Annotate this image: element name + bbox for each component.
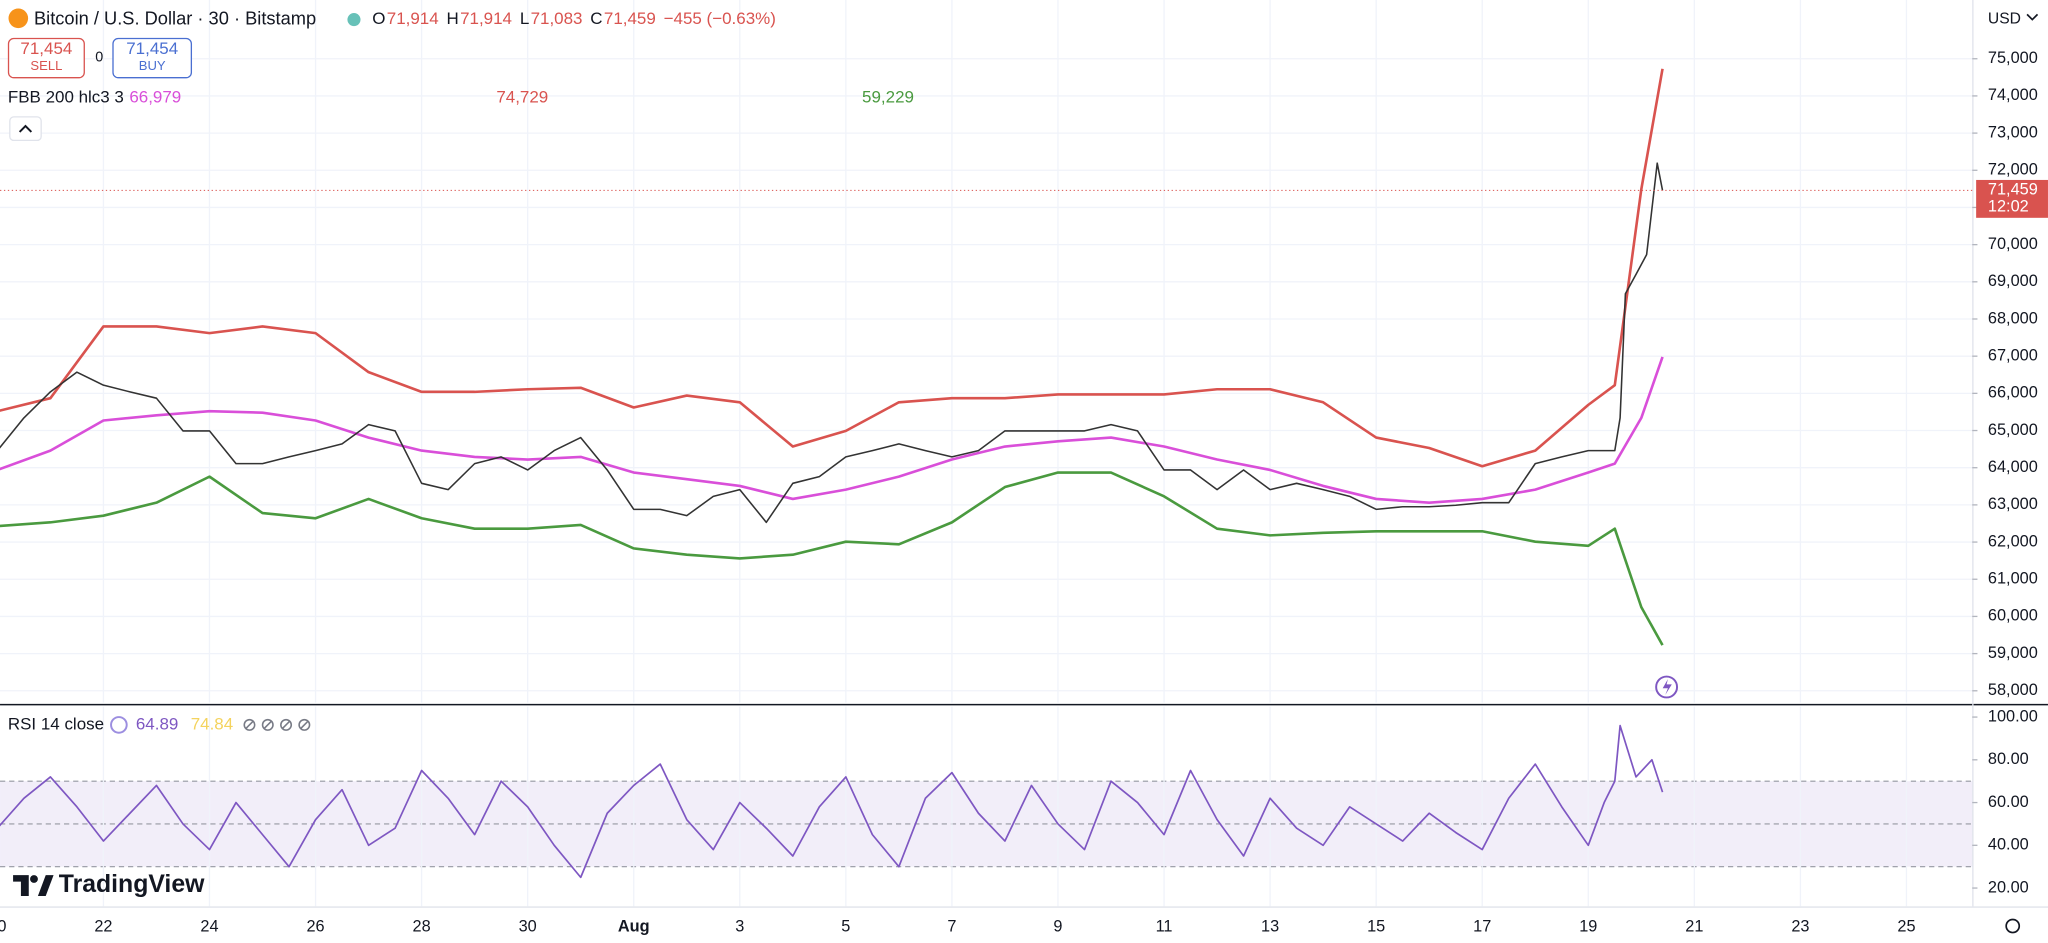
y-tick-label: 20.00 [1988, 878, 2029, 896]
y-tick-label: 68,000 [1988, 309, 2038, 327]
x-tick-label: 19 [1579, 918, 1597, 936]
ohlc-label: H [447, 9, 459, 28]
ohlc: O 71,914 H 71,914 L 71,083 C 71,459 [372, 9, 656, 28]
coin-icon [8, 8, 29, 29]
x-tick-label: 22 [94, 918, 112, 936]
y-tick-label: 70,000 [1988, 235, 2038, 253]
y-tick-label: 58,000 [1988, 681, 2038, 699]
ohlc-label: L [520, 9, 529, 28]
ohlc-value: 71,083 [531, 9, 583, 28]
brand-icon [13, 875, 29, 896]
x-tick-label: 5 [841, 918, 850, 936]
x-tick-label: 13 [1261, 918, 1279, 936]
settings-icon[interactable] [2005, 918, 2021, 934]
rsi-value: 64.89 [136, 714, 178, 733]
buy-button[interactable] [112, 37, 193, 79]
buy-label[interactable]: BUY [139, 58, 166, 73]
ohlc-label: C [590, 9, 602, 28]
rsi-name: RSI 14 close [8, 714, 104, 733]
x-tick-label: 26 [306, 918, 324, 936]
marks [0, 68, 1973, 879]
sell-label[interactable]: SELL [30, 58, 62, 73]
sell-button[interactable] [7, 37, 85, 79]
rsi-icon [110, 716, 128, 734]
x-tick-label: 17 [1473, 918, 1491, 936]
x-tick-label: 3 [735, 918, 744, 936]
ohlc-value: 71,914 [460, 9, 512, 28]
y-tick-label: 73,000 [1988, 123, 2038, 141]
last-price-time: 12:02 [1988, 198, 2029, 216]
x-tick-label: 9 [1053, 918, 1062, 936]
indicator-name: FBB 200 hlc3 3 [8, 87, 124, 106]
x-tick-label: 24 [200, 918, 218, 936]
indicator-basis: 66,979 [129, 87, 181, 106]
hidden-values [243, 718, 311, 731]
x-tick-label: 23 [1791, 918, 1809, 936]
series-line [0, 68, 1664, 468]
last-price-label: 71,459 [1988, 181, 2038, 199]
ohlc-value: 71,459 [604, 9, 656, 28]
series-line [0, 471, 1664, 646]
rsi-ma-value: 74.84 [191, 714, 233, 733]
y-tick-label: 61,000 [1988, 570, 2038, 588]
y-tick-label: 65,000 [1988, 421, 2038, 439]
y-tick-label: 67,000 [1988, 346, 2038, 364]
y-tick-label: 75,000 [1988, 49, 2038, 67]
brand-icon-dot [30, 875, 38, 883]
alert-bolt[interactable] [1662, 679, 1672, 695]
x-tick-label: 7 [947, 918, 956, 936]
rsi-band [0, 781, 1973, 867]
x-tick-label: 28 [413, 918, 431, 936]
y-tick-label: 69,000 [1988, 272, 2038, 290]
brand: TradingView [13, 871, 205, 898]
currency-chevron[interactable] [2026, 13, 2039, 21]
y-tick-label: 74,000 [1988, 86, 2038, 104]
market-status [347, 13, 361, 27]
collapse-button[interactable] [9, 116, 42, 142]
x-tick-label: Aug [618, 918, 650, 936]
y-tick-label: 66,000 [1988, 384, 2038, 402]
x-tick-label: 15 [1367, 918, 1385, 936]
brand-name: TradingView [59, 871, 205, 898]
y-tick-label: 62,000 [1988, 532, 2038, 550]
symbol-title: Bitcoin / U.S. Dollar · 30 · Bitstamp [34, 7, 316, 28]
y-tick-label: 40.00 [1988, 836, 2029, 854]
ohlc-value: 71,914 [387, 9, 439, 28]
axes: 58,000 59,000 60,000 61,000 62,000 63,000 64,0… [0, 49, 2048, 936]
y-tick-label: 63,000 [1988, 495, 2038, 513]
panes [0, 0, 2048, 908]
y-tick-label: 59,000 [1988, 644, 2038, 662]
x-tick-label: 20 [0, 918, 6, 936]
x-tick-label: 11 [1156, 918, 1173, 936]
currency[interactable]: USD [1988, 11, 2021, 28]
y-tick-label: 60,000 [1988, 607, 2038, 625]
spread: 0 [95, 49, 103, 65]
chevron[interactable] [18, 124, 33, 133]
x-tick-label: 25 [1897, 918, 1915, 936]
y-tick-label: 80.00 [1988, 750, 2029, 768]
x-tick-label: 21 [1685, 918, 1703, 936]
sell-price[interactable]: 71,454 [20, 39, 72, 58]
series-line [0, 356, 1664, 504]
y-tick-label: 72,000 [1988, 161, 2038, 179]
brand-icon-slash [37, 875, 54, 896]
indicator-lower: 59,229 [862, 87, 914, 106]
y-tick-label: 60.00 [1988, 793, 2029, 811]
indicator-upper: 74,729 [496, 87, 548, 106]
y-tick-label: 100.00 [1988, 707, 2038, 725]
grid [0, 0, 1973, 907]
buy-price[interactable]: 71,454 [126, 39, 178, 58]
last-price-box [1976, 179, 2048, 218]
ohlc-label: O [372, 9, 385, 28]
x-tick-label: 30 [519, 918, 537, 936]
change: −455 (−0.63%) [664, 9, 776, 28]
y-tick-label: 64,000 [1988, 458, 2038, 476]
series-line [0, 162, 1664, 524]
series-line [0, 724, 1664, 879]
